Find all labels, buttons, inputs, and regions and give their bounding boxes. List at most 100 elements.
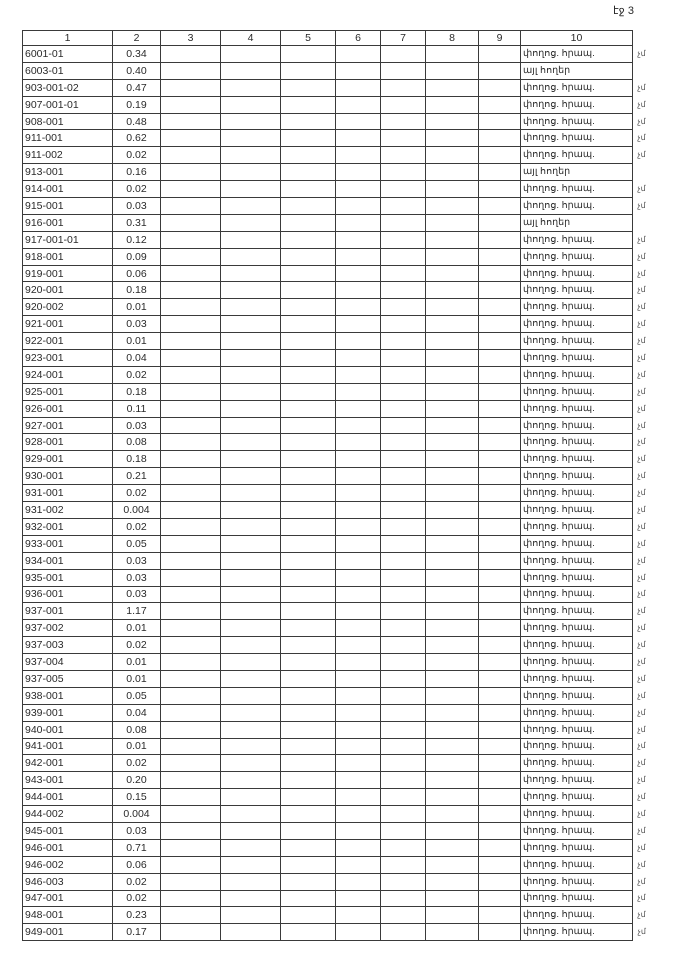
empty-cell-9 xyxy=(478,534,521,553)
parcel-area: 0.48 xyxy=(112,112,161,131)
empty-cell-4 xyxy=(220,315,281,334)
empty-cell-3 xyxy=(160,585,221,604)
empty-cell-8 xyxy=(425,636,479,655)
margin-mark: չմ xyxy=(637,352,646,362)
empty-cell-9 xyxy=(478,467,521,486)
empty-cell-6 xyxy=(335,484,381,503)
empty-cell-7 xyxy=(380,585,426,604)
empty-cell-7 xyxy=(380,923,426,942)
table-row: 934-001 0.03 փողոց. հրապ. չմ xyxy=(22,551,651,570)
empty-cell-9 xyxy=(478,349,521,367)
empty-cell-6 xyxy=(335,686,381,705)
land-purpose: փողոց. հրապ. xyxy=(520,484,633,503)
empty-cell-8 xyxy=(425,568,479,587)
empty-cell-8 xyxy=(425,78,479,97)
land-purpose: փողոց. հրապ. xyxy=(520,602,633,621)
parcel-code: 920-001 xyxy=(22,281,113,300)
land-purpose: փողոց. հրապ. xyxy=(520,855,633,874)
margin-mark xyxy=(633,164,651,181)
empty-cell-3 xyxy=(160,872,221,891)
land-purpose: փողոց. հրապ. xyxy=(520,180,633,199)
table-row: 918-001 0.09 փողոց. հրապ. չմ xyxy=(22,247,651,266)
parcel-code: 925-001 xyxy=(22,382,113,401)
parcel-area: 0.08 xyxy=(112,720,161,739)
empty-cell-7 xyxy=(380,501,426,519)
empty-cell-7 xyxy=(380,906,426,925)
parcel-area: 0.18 xyxy=(112,382,161,401)
empty-cell-4 xyxy=(220,686,281,705)
parcel-area: 0.08 xyxy=(112,433,161,452)
empty-cell-4 xyxy=(220,703,281,722)
parcel-code: 932-001 xyxy=(22,517,113,536)
empty-cell-3 xyxy=(160,78,221,97)
margin-mark: չմ xyxy=(637,758,646,768)
margin-mark: չմ xyxy=(637,809,646,819)
empty-cell-3 xyxy=(160,771,221,790)
empty-cell-6 xyxy=(335,889,381,908)
empty-cell-3 xyxy=(160,754,221,773)
margin-mark: չմ xyxy=(637,437,646,447)
empty-cell-9 xyxy=(478,247,521,266)
empty-cell-9 xyxy=(478,551,521,570)
empty-cell-8 xyxy=(425,585,479,604)
empty-cell-9 xyxy=(478,923,521,942)
empty-cell-3 xyxy=(160,180,221,199)
empty-cell-3 xyxy=(160,737,221,756)
table-row: 6001-01 0.34 փողոց. հրապ. չմ xyxy=(22,45,651,63)
table-row: 942-001 0.02 փողոց. հրապ. չմ xyxy=(22,754,651,773)
empty-cell-4 xyxy=(220,653,281,671)
empty-cell-8 xyxy=(425,382,479,401)
margin-mark: չմ xyxy=(637,707,646,717)
table-row: 946-002 0.06 փողոց. հրապ. չմ xyxy=(22,855,651,874)
land-purpose: փողոց. հրապ. xyxy=(520,737,633,756)
empty-cell-8 xyxy=(425,788,479,807)
empty-cell-9 xyxy=(478,45,521,63)
parcel-area: 0.03 xyxy=(112,585,161,604)
land-purpose: փողոց. հրապ. xyxy=(520,636,633,655)
margin-mark: չմ xyxy=(637,623,646,633)
parcel-area: 0.01 xyxy=(112,669,161,688)
empty-cell-7 xyxy=(380,872,426,891)
parcel-area: 0.01 xyxy=(112,737,161,756)
empty-cell-8 xyxy=(425,467,479,486)
empty-cell-4 xyxy=(220,923,281,942)
empty-cell-5 xyxy=(280,602,336,621)
empty-cell-5 xyxy=(280,669,336,688)
land-purpose: այլ հողեր xyxy=(520,213,633,232)
empty-cell-7 xyxy=(380,754,426,773)
land-purpose: փողոց. հրապ. xyxy=(520,669,633,688)
empty-cell-6 xyxy=(335,146,381,165)
margin-mark: չմ xyxy=(637,386,646,396)
empty-cell-3 xyxy=(160,534,221,553)
parcel-code: 931-001 xyxy=(22,484,113,503)
empty-cell-6 xyxy=(335,315,381,334)
table-row: 6003-01 0.40 այլ հողեր xyxy=(22,61,651,80)
table-row: 937-005 0.01 փողոց. հրապ. չմ xyxy=(22,669,651,688)
land-purpose: փողոց. հրապ. xyxy=(520,585,633,604)
parcel-code: 937-002 xyxy=(22,619,113,638)
empty-cell-8 xyxy=(425,298,479,317)
parcel-code: 6003-01 xyxy=(22,61,113,80)
parcel-area: 0.03 xyxy=(112,416,161,435)
table-row: 937-001 1.17 փողոց. հրապ. չմ xyxy=(22,602,651,621)
empty-cell-6 xyxy=(335,906,381,925)
empty-cell-3 xyxy=(160,821,221,840)
parcel-area: 0.47 xyxy=(112,78,161,97)
empty-cell-5 xyxy=(280,163,336,182)
empty-cell-7 xyxy=(380,281,426,300)
empty-cell-5 xyxy=(280,213,336,232)
empty-cell-3 xyxy=(160,95,221,114)
table-row: 921-001 0.03 փողոց. հրապ. չմ xyxy=(22,315,651,334)
empty-cell-9 xyxy=(478,281,521,300)
parcel-area: 0.04 xyxy=(112,703,161,722)
empty-cell-4 xyxy=(220,78,281,97)
empty-cell-3 xyxy=(160,365,221,384)
parcel-code: 928-001 xyxy=(22,433,113,452)
empty-cell-8 xyxy=(425,230,479,249)
parcel-area: 0.01 xyxy=(112,619,161,638)
empty-cell-5 xyxy=(280,703,336,722)
parcel-code: 941-001 xyxy=(22,737,113,756)
empty-cell-5 xyxy=(280,467,336,486)
empty-cell-9 xyxy=(478,433,521,452)
empty-cell-3 xyxy=(160,636,221,655)
